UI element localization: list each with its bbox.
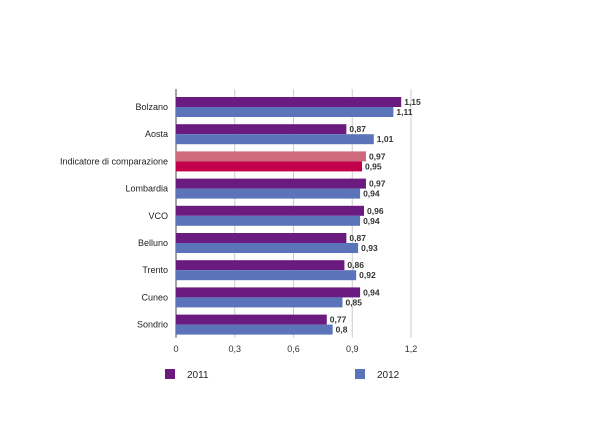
category-label: Lombardia [125,184,168,194]
legend-label: 2011 [187,370,209,381]
legend-label: 2012 [377,370,400,381]
data-label: 0,92 [359,270,376,280]
category-label: VCO [148,211,168,221]
bar-2012 [176,188,361,199]
data-label: 0,94 [363,216,380,226]
data-label: 0,94 [363,189,380,199]
x-tick-label: 0,6 [287,344,300,354]
data-label: 0,94 [363,287,380,297]
data-label: 0,95 [365,161,382,171]
x-tick-label: 1,2 [405,344,418,354]
data-label: 0,93 [361,243,378,253]
bar-2012 [176,107,394,117]
bar-2011 [176,287,361,298]
bar-2012 [176,161,363,172]
legend-swatch [355,369,365,379]
bar-2012 [176,297,343,308]
data-label: 0,85 [345,297,362,307]
legend-swatch [165,369,175,379]
category-label: Indicatore di comparazione [60,156,168,166]
bar-2012 [176,324,333,335]
data-label: 0,87 [349,124,366,134]
bar-2011 [176,233,347,243]
category-label: Trento [142,265,168,275]
x-tick-label: 0 [173,344,178,354]
bar-2011 [176,97,402,107]
bar-2012 [176,134,374,145]
category-label: Cuneo [141,292,168,302]
data-label: 1,11 [396,107,412,117]
data-label: 0,97 [369,179,386,189]
bar-2011 [176,178,366,189]
data-label: 0,8 [336,325,348,335]
bar-2011 [176,314,327,325]
data-label: 0,96 [367,206,384,216]
bar-2011 [176,260,345,271]
bar-2012 [176,270,357,281]
data-label: 0,87 [349,233,366,243]
data-label: 1,15 [404,97,421,107]
data-label: 0,86 [347,260,364,270]
bar-2011 [176,124,347,135]
bar-2012 [176,215,361,226]
category-label: Bolzano [135,102,168,112]
data-label: 0,77 [330,315,347,325]
bar-2011 [176,151,366,162]
category-label: Aosta [145,129,168,139]
bar-2012 [176,243,359,253]
data-label: 0,97 [369,151,386,161]
category-label: Sondrio [137,320,168,330]
bar-2011 [176,205,364,216]
x-tick-label: 0,3 [228,344,241,354]
category-label: Belluno [138,238,168,248]
x-tick-label: 0,9 [346,344,359,354]
data-label: 1,01 [377,134,394,144]
